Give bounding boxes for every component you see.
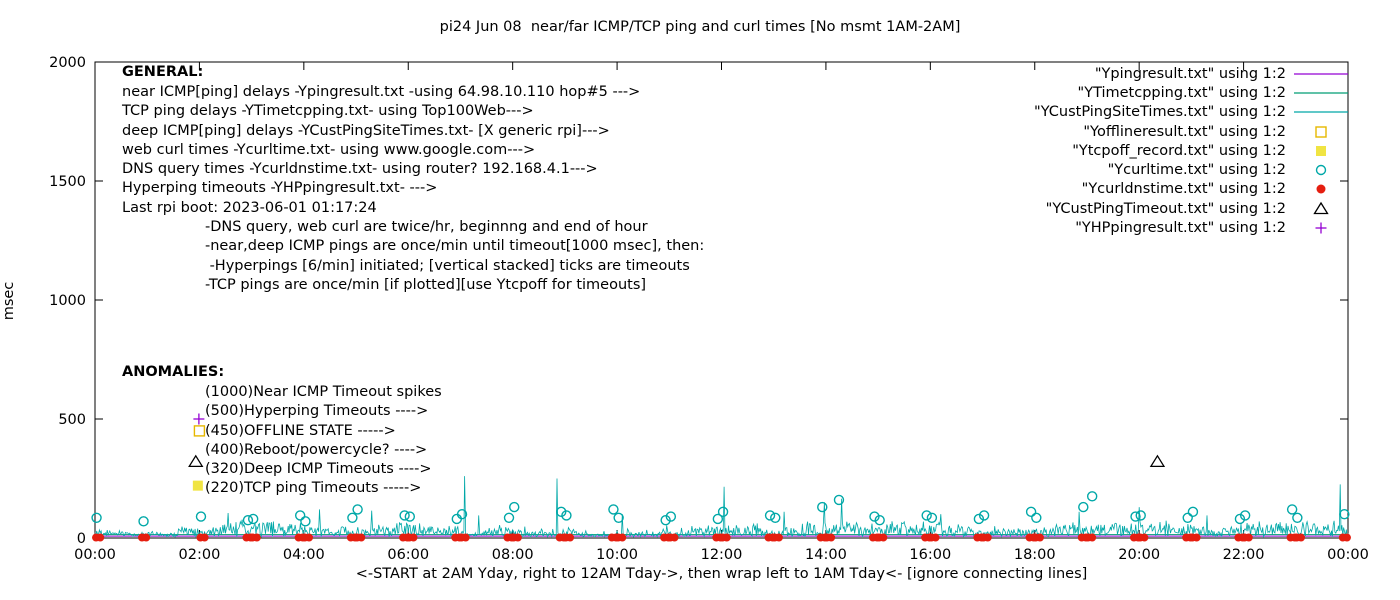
svg-text:10:00: 10:00: [596, 547, 638, 563]
legend-item: "YTimetcpping.txt" using 1:2: [1034, 83, 1350, 102]
legend-item: "Ytcpoff_record.txt" using 1:2: [1034, 141, 1350, 160]
legend-label: "YTimetcpping.txt" using 1:2: [1077, 84, 1286, 101]
svg-text:12:00: 12:00: [701, 547, 743, 563]
legend-glyph-line: [1294, 72, 1348, 75]
legend-item: "YHPpingresult.txt" using 1:2: [1034, 218, 1350, 237]
legend: "Ypingresult.txt" using 1:2 "YTimetcpping…: [1034, 64, 1350, 238]
svg-text:02:00: 02:00: [179, 547, 221, 563]
svg-text:14:00: 14:00: [805, 547, 847, 563]
svg-text:500: 500: [58, 412, 86, 428]
legend-item: "Yofflineresult.txt" using 1:2: [1034, 122, 1350, 141]
svg-text:2000: 2000: [49, 55, 86, 71]
legend-label: "Ycurldnstime.txt" using 1:2: [1081, 181, 1286, 198]
legend-glyph-line: [1294, 92, 1348, 94]
svg-text:20:00: 20:00: [1118, 547, 1160, 563]
svg-text:00:00: 00:00: [74, 547, 116, 563]
svg-text:16:00: 16:00: [909, 547, 951, 563]
legend-item: "Ycurltime.txt" using 1:2: [1034, 160, 1350, 179]
legend-glyph-circle-filled: [1316, 184, 1326, 194]
legend-item: "YCustPingSiteTimes.txt" using 1:2: [1034, 103, 1350, 122]
svg-text:1500: 1500: [49, 174, 86, 190]
legend-label: "YHPpingresult.txt" using 1:2: [1075, 220, 1286, 237]
svg-text:22:00: 22:00: [1223, 547, 1265, 563]
general-text: near ICMP[ping] delays -Ypingresult.txt …: [122, 84, 705, 293]
x-axis-label: <-START at 2AM Yday, right to 12AM Tday-…: [355, 566, 1088, 582]
legend-label: "Ypingresult.txt" using 1:2: [1094, 65, 1286, 82]
legend-label: "Yofflineresult.txt" using 1:2: [1083, 123, 1286, 140]
legend-glyph-triangle-open: [1313, 201, 1329, 214]
svg-text:18:00: 18:00: [1014, 547, 1056, 563]
y-axis-label: msec: [1, 281, 17, 321]
anomalies-text: (1000)Near ICMP Timeout spikes (500)Hype…: [205, 384, 442, 497]
legend-label: "YCustPingSiteTimes.txt" using 1:2: [1034, 104, 1286, 121]
anomalies-header: ANOMALIES:: [122, 364, 225, 380]
legend-glyph-square-open: [1315, 125, 1327, 138]
legend-label: "Ytcpoff_record.txt" using 1:2: [1072, 142, 1286, 159]
chart-title: pi24 Jun 08 near/far ICMP/TCP ping and c…: [439, 19, 961, 35]
general-header: GENERAL:: [122, 64, 204, 80]
legend-label: "YCustPingTimeout.txt" using 1:2: [1045, 200, 1286, 217]
legend-glyph-square-filled: [1316, 145, 1326, 156]
legend-glyph-plus: [1315, 222, 1327, 234]
svg-text:08:00: 08:00: [492, 547, 534, 563]
legend-glyph-circle-open: [1315, 164, 1327, 176]
legend-item: "Ypingresult.txt" using 1:2: [1034, 64, 1350, 83]
legend-item: "YCustPingTimeout.txt" using 1:2: [1034, 199, 1350, 218]
svg-text:04:00: 04:00: [283, 547, 325, 563]
legend-glyph-line: [1294, 111, 1348, 113]
legend-label: "Ycurltime.txt" using 1:2: [1107, 162, 1286, 179]
svg-text:1000: 1000: [49, 293, 86, 309]
svg-text:00:00: 00:00: [1327, 547, 1369, 563]
svg-text:06:00: 06:00: [387, 547, 429, 563]
legend-item: "Ycurldnstime.txt" using 1:2: [1034, 180, 1350, 199]
svg-text:0: 0: [77, 531, 86, 547]
